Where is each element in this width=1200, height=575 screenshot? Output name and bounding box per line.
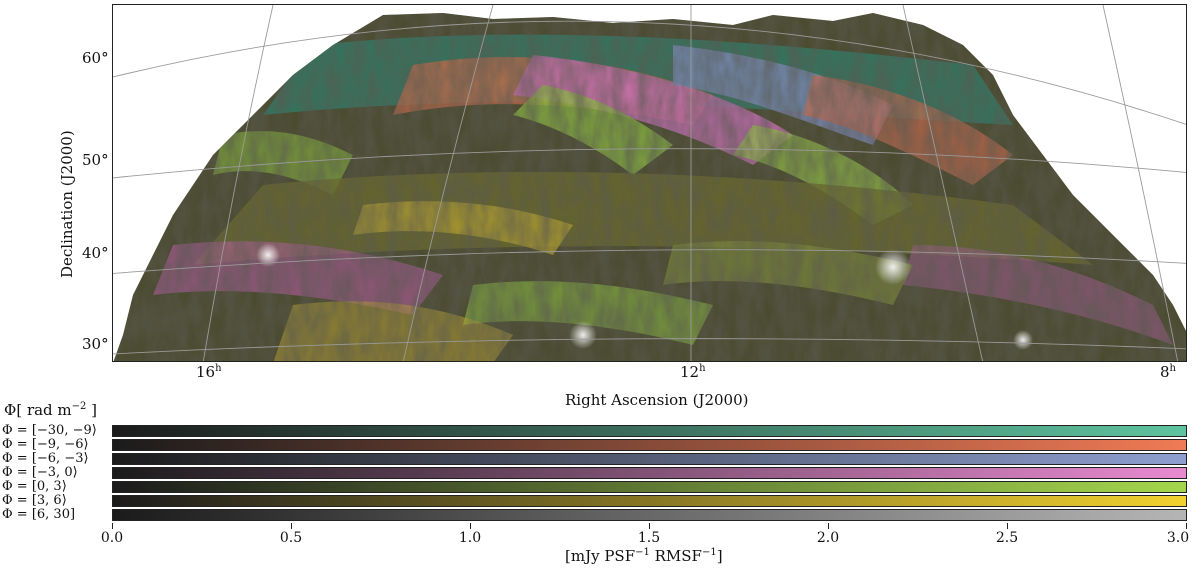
sky-map-frame (112, 4, 1187, 362)
colorbar-tick-mark (649, 523, 650, 529)
colorbar-tick-mark (112, 523, 113, 529)
ra-tick: 8h (1160, 363, 1176, 381)
y-axis-label: Declination (J2000) (58, 130, 76, 278)
dec-tick: 60° (82, 49, 109, 67)
colorbar-tick-label: 2.5 (995, 530, 1019, 546)
colorbar-5 (112, 481, 1187, 493)
colorbar-tick-label: 1.0 (458, 530, 482, 546)
colorbar-label-1: Φ = [−30, −9⟩ (2, 423, 97, 438)
colorbar-label-4: Φ = [−3, 0⟩ (2, 465, 78, 480)
colorbar-tick-mark (1186, 523, 1187, 529)
colorbar-label: [mJy PSF−1 RMSF−1] (565, 547, 723, 565)
colorbar-4 (112, 467, 1187, 479)
colorbar-tick-mark (291, 523, 292, 529)
colorbar-label-6: Φ = [3, 6⟩ (2, 493, 67, 508)
sky-map (113, 5, 1186, 361)
faraday-depth-colorbars (112, 425, 1187, 522)
colorbar-tick-label: 0.0 (100, 530, 124, 546)
colorbar-label-3: Φ = [−6, −3⟩ (2, 451, 89, 466)
colorbar-1 (112, 425, 1187, 437)
dec-tick: 50° (82, 151, 109, 169)
colorbar-ticks (112, 523, 1187, 531)
colorbar-2 (112, 439, 1187, 451)
dec-tick: 40° (82, 244, 109, 262)
colorbar-tick-label: 3.0 (1166, 530, 1190, 546)
ra-tick: 12h (680, 363, 706, 381)
colorbar-tick-label: 0.5 (279, 530, 303, 546)
legend-title: Φ[ rad m−2 ] (4, 401, 98, 419)
colorbar-label-2: Φ = [−9, −6⟩ (2, 437, 89, 452)
dec-tick: 30° (82, 335, 109, 353)
colorbar-label-7: Φ = [6, 30] (2, 507, 76, 522)
colorbar-tick-mark (470, 523, 471, 529)
colorbar-tick-mark (828, 523, 829, 529)
colorbar-tick-label: 2.0 (816, 530, 840, 546)
colorbar-tick-mark (1007, 523, 1008, 529)
colorbar-label-5: Φ = [0, 3⟩ (2, 479, 67, 494)
colorbar-6 (112, 495, 1187, 507)
x-axis-label: Right Ascension (J2000) (565, 391, 749, 409)
colorbar-3 (112, 453, 1187, 465)
colorbar-tick-label: 1.5 (637, 530, 661, 546)
coordinate-grid (113, 5, 1186, 361)
colorbar-7 (112, 509, 1187, 521)
polarised-intensity-mosaic (113, 13, 1186, 361)
ra-tick: 16h (196, 363, 222, 381)
